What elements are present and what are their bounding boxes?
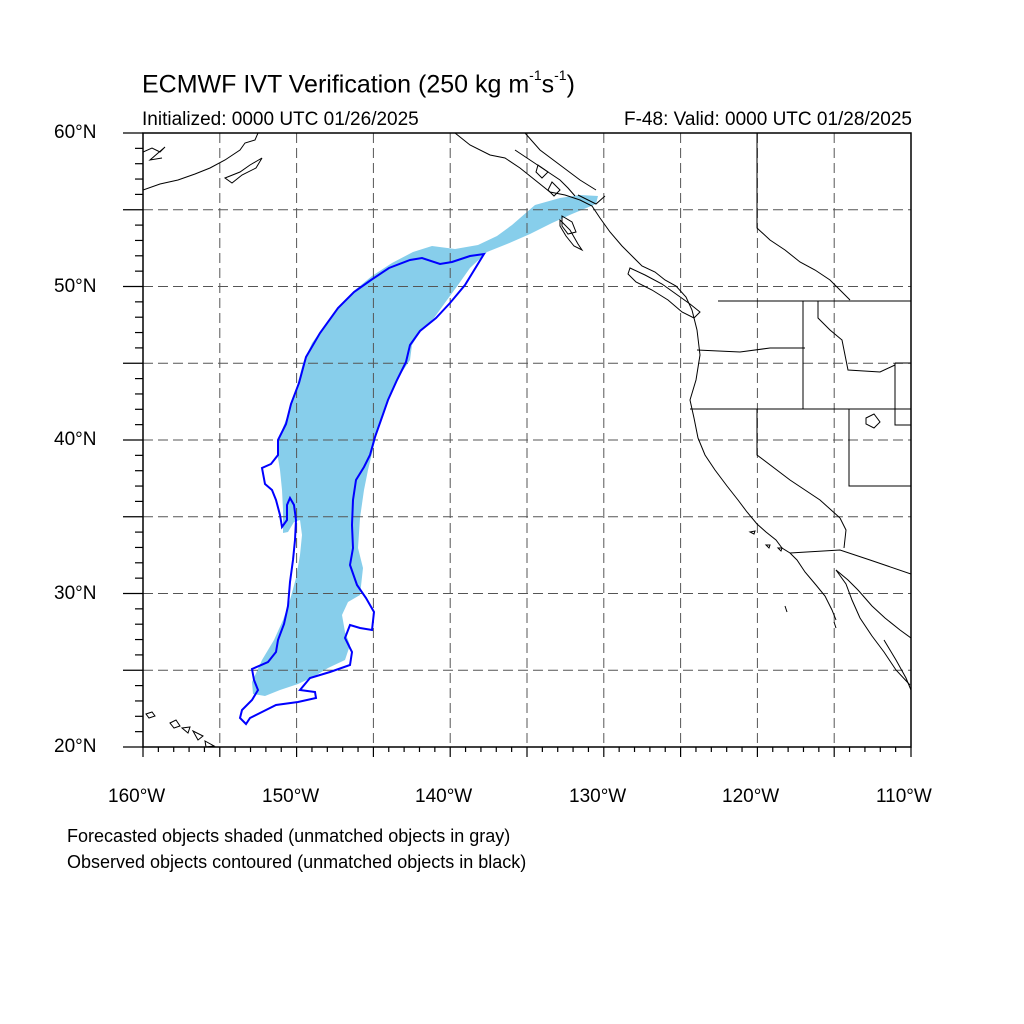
axis-ticks <box>123 132 912 757</box>
chart-title: ECMWF IVT Verification (250 kg m-1s-1) <box>142 67 575 99</box>
lat-label-20n: 20°N <box>54 736 97 757</box>
lat-label-40n: 40°N <box>54 429 97 450</box>
political-borders <box>524 133 911 575</box>
lat-label-30n: 30°N <box>54 583 97 604</box>
initialized-time: Initialized: 0000 UTC 01/26/2025 <box>142 109 419 130</box>
lon-label-150w: 150°W <box>262 786 320 807</box>
lat-lon-gridlines <box>143 133 911 747</box>
forecast-ivt-object <box>252 195 598 696</box>
lon-label-120w: 120°W <box>722 786 780 807</box>
valid-time: F-48: Valid: 0000 UTC 01/28/2025 <box>624 109 912 130</box>
lon-label-110w: 110°W <box>876 786 932 807</box>
legend-forecast-note: Forecasted objects shaded (unmatched obj… <box>67 826 511 846</box>
lat-label-50n: 50°N <box>54 276 97 297</box>
lon-label-160w: 160°W <box>108 786 166 807</box>
lon-label-140w: 140°W <box>415 786 473 807</box>
observed-ivt-contour <box>238 252 486 726</box>
lat-label-60n: 60°N <box>54 122 97 143</box>
coastlines <box>143 133 911 747</box>
legend-observed-note: Observed objects contoured (unmatched ob… <box>67 852 527 872</box>
lon-label-130w: 130°W <box>569 786 627 807</box>
